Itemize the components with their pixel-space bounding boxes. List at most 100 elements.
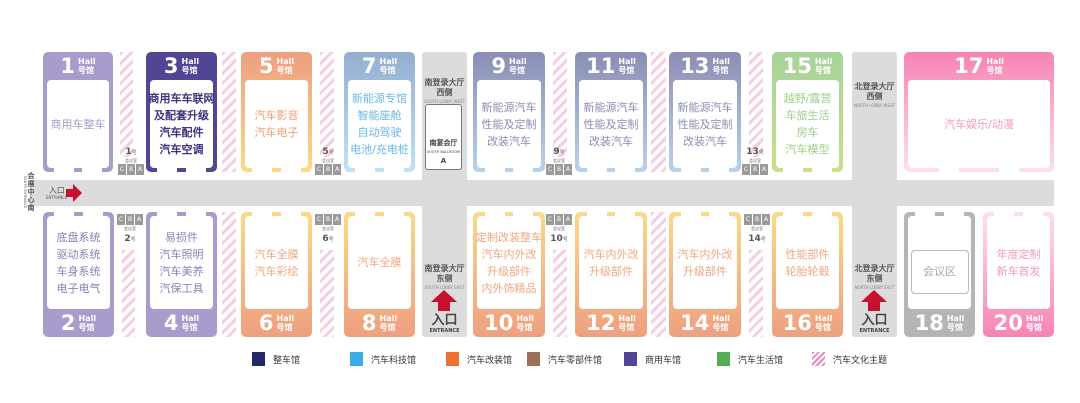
meeting-room-text: 会议室 xyxy=(124,226,136,231)
hall-en-label: Hall xyxy=(1025,314,1044,323)
meeting-room-a[interactable]: A xyxy=(333,164,341,175)
hall-2[interactable]: 2 Hall 号馆 底盘系统 驱动系统 车身系统 电子电气 xyxy=(43,212,114,337)
hall-zh-label: 号馆 xyxy=(78,66,95,75)
meeting-room-10[interactable]: C B A 会议室 10号 xyxy=(546,214,572,244)
lobby-en: NORTH LOBBY WEST xyxy=(853,103,896,108)
hall-8[interactable]: 8 Hall 号馆 汽车全膜 xyxy=(344,212,415,337)
meeting-room-c[interactable]: C xyxy=(546,214,554,225)
meeting-room-a[interactable]: A xyxy=(136,164,144,175)
hall-3[interactable]: 3 Hall 号馆 商用车车联网 及配套升级 汽车配件 汽车空调 xyxy=(146,52,217,172)
meeting-room-c[interactable]: C xyxy=(118,164,126,175)
hall-9[interactable]: 9 Hall 号馆 新能源汽车 性能及定制 改装汽车 xyxy=(473,52,545,172)
hall-category: 易损件 xyxy=(165,230,198,244)
hall-category: 自动驾驶 xyxy=(357,126,402,139)
meeting-room-6[interactable]: C B A 会议室 6号 xyxy=(315,214,341,244)
meeting-room-13[interactable]: 13号 会议室 C B A xyxy=(742,145,768,175)
hall-16[interactable]: 16 Hall 号馆 性能部件 轮胎轮毂 xyxy=(772,212,843,337)
hall-category: 会议区 xyxy=(910,249,969,294)
south-ballroom[interactable]: 南宴会厅 SOUTH BALLROOM A xyxy=(425,104,462,170)
meeting-room-b[interactable]: B xyxy=(555,164,563,175)
hall-category: 房车 xyxy=(796,126,819,139)
meeting-room-label: 9号 会议室 xyxy=(546,145,572,164)
hall-header: 6 Hall 号馆 xyxy=(241,309,312,337)
hall-category: 新能源专馆 xyxy=(352,92,407,105)
hall-1[interactable]: 1 Hall 号馆 商用车整车 xyxy=(43,52,113,172)
entrance-west[interactable]: 入口 ENTRANCE xyxy=(46,187,68,201)
meeting-room-suffix: 号 xyxy=(562,237,568,243)
hall-label: Hall 号馆 xyxy=(509,57,527,75)
lobby-en: SOUTH LOBBY EAST xyxy=(424,285,465,290)
meeting-room-c[interactable]: C xyxy=(742,164,750,175)
hall-4[interactable]: 4 Hall 号馆 易损件 汽车照明 汽车美养 汽保工具 xyxy=(146,212,217,337)
meeting-room-1[interactable]: 1号 会议室 C B A xyxy=(118,145,144,175)
entrance-south-east[interactable]: 入口 ENTRANCE xyxy=(422,314,467,335)
hall-category: 汽车全膜 xyxy=(254,247,299,261)
meeting-room-b[interactable]: B xyxy=(555,214,563,225)
meeting-room-b[interactable]: B xyxy=(126,214,134,225)
door-gap xyxy=(709,212,730,216)
hall-header: 11 Hall 号馆 xyxy=(575,52,647,80)
culture-theme-stripe xyxy=(222,52,236,172)
meeting-room-b[interactable]: B xyxy=(324,214,332,225)
legend-label: 整车馆 xyxy=(273,355,301,366)
hall-13[interactable]: 13 Hall 号馆 新能源汽车 性能及定制 改装汽车 xyxy=(669,52,741,172)
hall-15[interactable]: 15 Hall 号馆 越野/露营 车旅生活 房车 汽车模型 xyxy=(772,52,843,172)
hall-18[interactable]: 18 Hall 号馆 会议区 xyxy=(904,212,975,337)
legend-swatch xyxy=(812,352,825,366)
meeting-room-b[interactable]: B xyxy=(127,164,135,175)
lobby-side: 西侧 xyxy=(866,92,883,101)
meeting-room-c[interactable]: C xyxy=(315,214,323,225)
meeting-room-label: 会议室 6号 xyxy=(315,225,341,244)
hall-20[interactable]: 20 Hall 号馆 年度定制 新车首发 xyxy=(983,212,1054,337)
meeting-room-a[interactable]: A xyxy=(333,214,341,225)
meeting-room-a[interactable]: A xyxy=(135,214,143,225)
legend-item: 商用车馆 xyxy=(624,352,681,366)
hall-en-label: Hall xyxy=(379,57,398,66)
meeting-room-9[interactable]: 9号 会议室 C B A xyxy=(546,145,572,175)
door-gap xyxy=(615,212,636,216)
hall-number: 1 xyxy=(60,54,76,78)
meeting-room-label: 会议室 2号 xyxy=(117,225,143,244)
hall-zh-label: 号馆 xyxy=(379,66,396,75)
hall-label: Hall 号馆 xyxy=(815,57,833,75)
entrance-north-east[interactable]: 入口 ENTRANCE xyxy=(852,314,897,335)
hall-card: 易损件 汽车照明 汽车美养 汽保工具 xyxy=(150,216,213,309)
meeting-room-a[interactable]: A xyxy=(762,214,770,225)
hall-category: 性能及定制 xyxy=(481,117,537,131)
meeting-room-c[interactable]: C xyxy=(546,164,554,175)
hall-number: 3 xyxy=(163,54,179,78)
hall-6[interactable]: 6 Hall 号馆 汽车全膜 汽车彩绘 xyxy=(241,212,312,337)
meeting-room-a[interactable]: A xyxy=(564,164,572,175)
meeting-room-text: 会议室 xyxy=(125,158,137,163)
door-gap xyxy=(943,212,964,216)
meeting-room-a[interactable]: A xyxy=(564,214,572,225)
door-gap xyxy=(680,212,701,216)
hall-7[interactable]: 7 Hall 号馆 新能源专馆 智能座舱 自动驾驶 电池/充电桩 xyxy=(344,52,415,172)
hall-10[interactable]: 10 Hall 号馆 定制改装整车 汽车内外改 升级部件 内外饰精品 xyxy=(473,212,545,337)
door-gap xyxy=(939,168,959,172)
meeting-room-14[interactable]: C B A 会议室 14号 xyxy=(744,214,770,244)
meeting-room-2[interactable]: C B A 会议室 2号 xyxy=(117,214,143,244)
meeting-room-a[interactable]: A xyxy=(760,164,768,175)
legend-swatch xyxy=(446,352,459,366)
meeting-room-b[interactable]: B xyxy=(751,164,759,175)
meeting-room-text: 会议室 xyxy=(553,158,565,163)
hall-11[interactable]: 11 Hall 号馆 新能源汽车 性能及定制 改装汽车 xyxy=(575,52,647,172)
meeting-room-b[interactable]: B xyxy=(753,214,761,225)
hall-5[interactable]: 5 Hall 号馆 汽车影音 汽车电子 xyxy=(241,52,312,172)
meeting-room-c[interactable]: C xyxy=(744,214,752,225)
hall-12[interactable]: 12 Hall 号馆 汽车内外改 升级部件 xyxy=(575,212,647,337)
hall-label: Hall 号馆 xyxy=(986,57,1004,75)
hall-category: 定制改装整车 xyxy=(476,230,542,244)
hall-14[interactable]: 14 Hall 号馆 汽车内外改 升级部件 xyxy=(669,212,741,337)
meeting-room-5[interactable]: 5号 会议室 C B A xyxy=(315,145,341,175)
hall-17[interactable]: 17 Hall 号馆 汽车娱乐/动漫 xyxy=(904,52,1054,172)
meeting-room-c[interactable]: C xyxy=(117,214,125,225)
door-gap xyxy=(680,168,701,172)
hall-zh-label: 号馆 xyxy=(276,66,293,75)
meeting-room-c[interactable]: C xyxy=(315,164,323,175)
meeting-room-b[interactable]: B xyxy=(324,164,332,175)
